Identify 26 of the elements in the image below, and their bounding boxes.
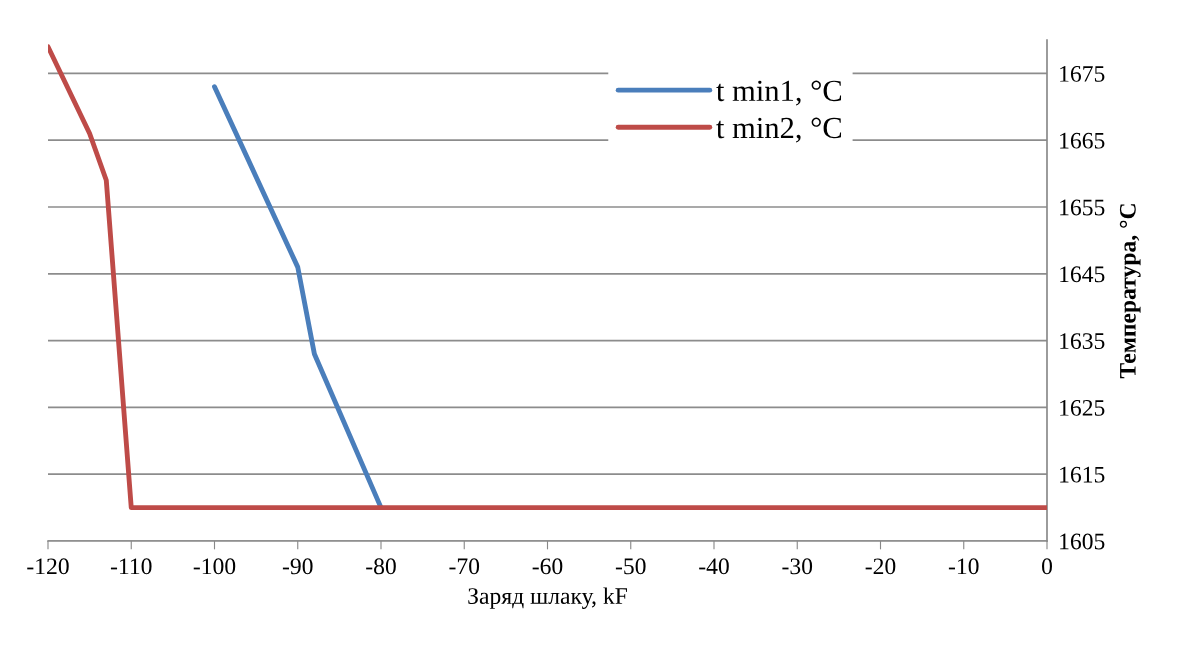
legend-label: t min2, °C	[716, 117, 842, 143]
y-tick-label: 1615	[1060, 466, 1105, 483]
x-tick-label: -50	[615, 558, 646, 575]
y-tick-label: 1605	[1060, 533, 1105, 550]
y-tick-label: 1675	[1060, 65, 1105, 82]
y-tick-label: 1665	[1060, 132, 1105, 149]
x-tick-label: -80	[366, 558, 396, 575]
line-series	[48, 44, 1047, 511]
x-tick-label: -30	[782, 558, 813, 575]
y-axis-title: Температура, °C	[1119, 204, 1141, 379]
y-tick-label: 1635	[1060, 333, 1105, 350]
legend-label: t min1, °C	[716, 80, 842, 106]
y-tick-label: 1655	[1060, 199, 1105, 216]
x-axis-title: Заряд шлаку, kF	[468, 587, 627, 609]
x-tick-label: -10	[948, 558, 979, 575]
x-tick-label: -20	[865, 558, 896, 575]
x-tick-label: -100	[193, 558, 236, 575]
x-tick-label: -60	[532, 558, 563, 575]
x-tick-label: -110	[110, 558, 152, 575]
y-tick-label: 1645	[1060, 266, 1105, 283]
x-tick-label: 0	[1042, 558, 1052, 575]
x-tick-label: -40	[699, 558, 729, 575]
x-tick-label: -90	[282, 558, 313, 575]
x-tick-label: -70	[449, 558, 480, 575]
x-tick-label: -120	[27, 558, 69, 575]
y-tick-label: 1625	[1060, 399, 1105, 416]
